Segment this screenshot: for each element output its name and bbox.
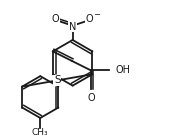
Text: OH: OH — [116, 65, 131, 75]
Text: O: O — [86, 14, 94, 24]
Text: N: N — [69, 22, 76, 32]
Text: CH₃: CH₃ — [32, 128, 49, 137]
Text: O: O — [52, 14, 59, 24]
Text: S: S — [54, 75, 61, 85]
Text: −: − — [93, 10, 100, 19]
Text: O: O — [87, 93, 95, 103]
